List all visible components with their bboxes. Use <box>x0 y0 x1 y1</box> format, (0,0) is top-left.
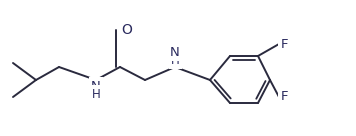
Text: F: F <box>280 90 288 103</box>
Text: N: N <box>170 46 180 58</box>
Text: N: N <box>91 80 101 92</box>
Text: H: H <box>91 87 100 101</box>
Text: H: H <box>171 53 179 67</box>
Text: O: O <box>121 23 132 37</box>
Text: F: F <box>280 38 288 50</box>
